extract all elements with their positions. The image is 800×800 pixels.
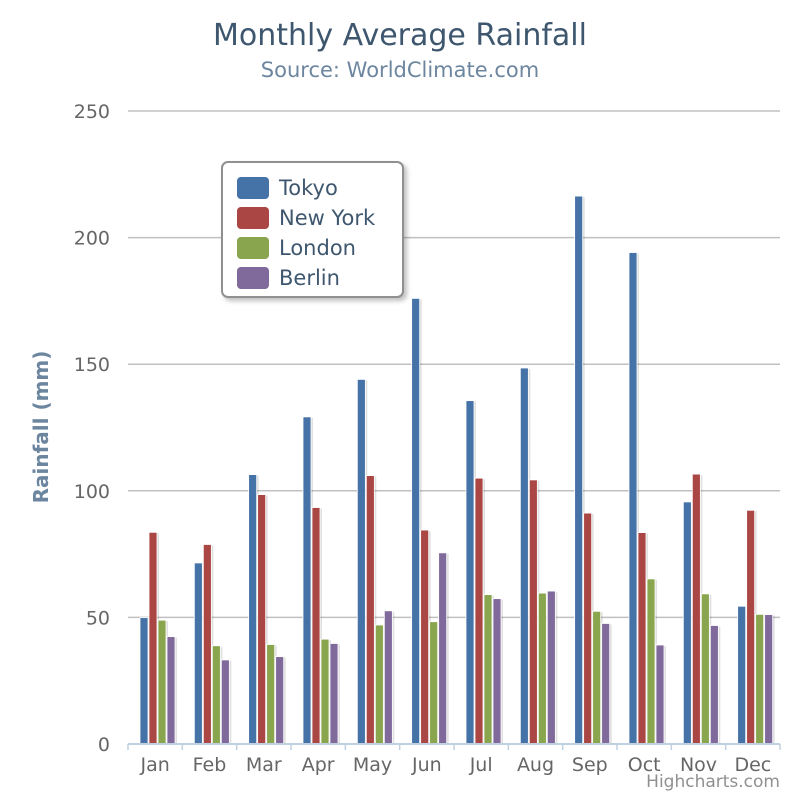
- bar-berlin-mar[interactable]: [275, 656, 285, 745]
- y-tick-label: 0: [98, 734, 110, 756]
- bar-new-york-jan[interactable]: [148, 531, 158, 745]
- bar-tokyo-may[interactable]: [356, 378, 366, 745]
- bar-tokyo-feb[interactable]: [193, 562, 203, 745]
- bar-london-mar[interactable]: [266, 644, 276, 745]
- bar-london-may[interactable]: [374, 624, 384, 745]
- bar-london-nov[interactable]: [700, 593, 710, 745]
- bar-new-york-dec[interactable]: [746, 509, 756, 745]
- bar-berlin-apr[interactable]: [329, 643, 339, 745]
- legend-swatch-berlin: [237, 267, 269, 289]
- bar-london-apr[interactable]: [320, 638, 330, 745]
- bar-tokyo-jun[interactable]: [411, 297, 421, 745]
- bar-tokyo-apr[interactable]: [302, 416, 312, 745]
- bar-berlin-oct[interactable]: [655, 644, 665, 745]
- bar-tokyo-mar[interactable]: [248, 474, 258, 745]
- legend: Tokyo New York London Berlin: [221, 161, 404, 298]
- legend-swatch-new-york: [237, 207, 269, 229]
- x-tick-label-aug: Aug: [517, 754, 554, 776]
- bar-london-oct[interactable]: [646, 578, 656, 745]
- bar-tokyo-jan[interactable]: [139, 617, 149, 745]
- bar-tokyo-nov[interactable]: [682, 501, 692, 745]
- x-tick-label-nov: Nov: [680, 754, 717, 776]
- legend-swatch-london: [237, 237, 269, 259]
- bar-new-york-nov[interactable]: [691, 473, 701, 745]
- bar-new-york-mar[interactable]: [257, 494, 267, 745]
- bar-berlin-jan[interactable]: [166, 636, 176, 745]
- y-tick-label: 250: [74, 101, 110, 123]
- y-tick-label: 150: [74, 354, 110, 376]
- bar-new-york-feb[interactable]: [202, 544, 212, 745]
- bar-berlin-jul[interactable]: [492, 598, 502, 745]
- bar-berlin-feb[interactable]: [220, 659, 230, 745]
- x-tick-label-may: May: [353, 754, 392, 776]
- bar-new-york-apr[interactable]: [311, 507, 321, 745]
- legend-label-new-york: New York: [279, 206, 376, 230]
- chart-title: Monthly Average Rainfall: [213, 18, 587, 53]
- bar-new-york-may[interactable]: [365, 475, 375, 745]
- bar-tokyo-jul[interactable]: [465, 400, 475, 745]
- x-tick-label-sep: Sep: [572, 754, 608, 776]
- x-tick-label-oct: Oct: [628, 754, 661, 776]
- y-axis-tick-labels: 0 50 100 150 200 250: [74, 101, 110, 756]
- bar-london-jul[interactable]: [483, 594, 493, 745]
- x-tick-label-jun: Jun: [411, 754, 442, 776]
- legend-item-tokyo[interactable]: Tokyo: [237, 175, 338, 201]
- legend-swatch-tokyo: [237, 177, 269, 199]
- bar-tokyo-dec[interactable]: [737, 605, 747, 745]
- bar-tokyo-oct[interactable]: [628, 252, 638, 745]
- y-tick-label: 50: [86, 607, 110, 629]
- bar-london-sep[interactable]: [592, 610, 602, 745]
- x-axis: Jan Feb Mar Apr May Jun Jul Aug Sep Oct Nov Dec: [127, 743, 781, 776]
- bar-berlin-nov[interactable]: [709, 625, 719, 745]
- chart-subtitle: Source: WorldClimate.com: [260, 58, 540, 82]
- bar-berlin-may[interactable]: [383, 610, 393, 745]
- x-tick-label-jul: Jul: [469, 754, 493, 776]
- bar-berlin-jun[interactable]: [438, 552, 448, 745]
- bar-new-york-aug[interactable]: [528, 479, 538, 745]
- bar-new-york-jul[interactable]: [474, 477, 484, 745]
- bar-london-feb[interactable]: [211, 645, 221, 745]
- bar-berlin-dec[interactable]: [764, 614, 774, 745]
- legend-label-london: London: [279, 236, 356, 260]
- x-tick-label-feb: Feb: [193, 754, 227, 776]
- x-tick-label-mar: Mar: [246, 754, 282, 776]
- legend-item-new-york[interactable]: New York: [237, 205, 375, 231]
- bar-london-jan[interactable]: [157, 619, 167, 745]
- credits-link[interactable]: Highcharts.com: [646, 772, 780, 792]
- x-tick-label-dec: Dec: [734, 754, 771, 776]
- bar-tokyo-aug[interactable]: [519, 367, 529, 745]
- bar-london-aug[interactable]: [537, 592, 547, 745]
- legend-item-berlin[interactable]: Berlin: [237, 265, 340, 291]
- legend-label-tokyo: Tokyo: [279, 176, 338, 200]
- bar-new-york-sep[interactable]: [583, 512, 593, 745]
- y-axis-label: Rainfall (mm): [29, 351, 53, 504]
- bar-london-dec[interactable]: [755, 613, 765, 745]
- y-tick-label: 200: [74, 228, 110, 250]
- bar-berlin-aug[interactable]: [546, 590, 556, 745]
- bar-london-jun[interactable]: [429, 621, 439, 745]
- y-tick-label: 100: [74, 481, 110, 503]
- bar-berlin-sep[interactable]: [601, 623, 611, 745]
- legend-label-berlin: Berlin: [279, 266, 340, 290]
- bar-tokyo-sep[interactable]: [574, 195, 584, 745]
- x-tick-label-apr: Apr: [302, 754, 335, 776]
- bar-new-york-jun[interactable]: [420, 529, 430, 745]
- legend-item-london[interactable]: London: [237, 235, 356, 261]
- bar-new-york-oct[interactable]: [637, 532, 647, 745]
- x-tick-label-jan: Jan: [140, 754, 170, 776]
